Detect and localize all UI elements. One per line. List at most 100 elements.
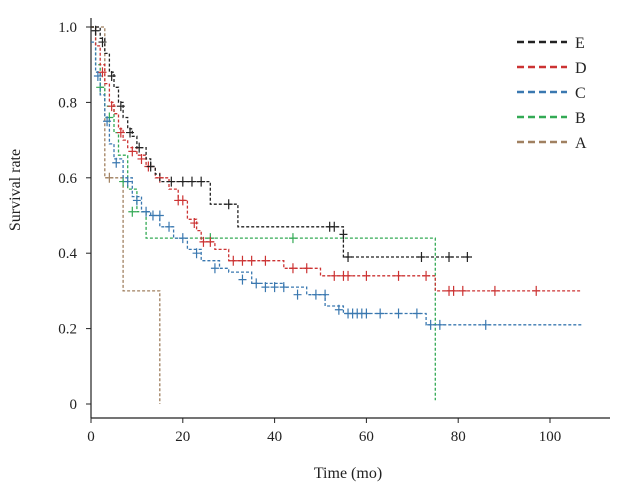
censor-mark-C — [334, 304, 343, 315]
censor-mark-E — [178, 176, 187, 187]
censor-mark-C — [293, 289, 302, 300]
series-D — [91, 26, 583, 296]
series-line-C — [91, 41, 583, 326]
x-ticks: 0 20 40 60 80 100 — [87, 418, 561, 445]
censor-mark-C — [362, 308, 371, 319]
censor-mark-D — [422, 270, 431, 281]
censor-mark-E — [98, 37, 107, 48]
censor-mark-C — [165, 221, 174, 232]
censor-mark-D — [362, 270, 371, 281]
censor-mark-E — [197, 176, 206, 187]
series-line-B — [91, 26, 436, 401]
censor-mark-D — [128, 146, 137, 157]
censor-mark-E — [463, 251, 472, 262]
censor-mark-E — [135, 142, 144, 153]
censor-mark-E — [116, 101, 125, 112]
censor-mark-C — [192, 248, 201, 259]
censor-mark-C — [148, 210, 157, 221]
censor-mark-D — [98, 67, 107, 78]
censor-mark-C — [376, 308, 385, 319]
censor-mark-E — [107, 71, 116, 82]
censor-mark-C — [210, 263, 219, 274]
x-tick-label: 60 — [359, 429, 374, 445]
censor-mark-C — [238, 274, 247, 285]
censor-mark-E — [187, 176, 196, 187]
censor-mark-C — [155, 210, 164, 221]
x-tick-label: 0 — [87, 429, 95, 445]
censor-mark-D — [532, 285, 541, 296]
censor-mark-D — [137, 153, 146, 164]
x-tick-label: 100 — [539, 429, 562, 445]
censor-mark-D — [199, 236, 208, 247]
y-tick-label: 1.0 — [58, 20, 77, 36]
censor-mark-D — [190, 218, 199, 229]
censor-mark-C — [252, 278, 261, 289]
series-C — [91, 41, 583, 330]
y-tick-label: 0 — [70, 397, 78, 413]
censor-mark-D — [178, 195, 187, 206]
censor-mark-C — [132, 195, 141, 206]
x-tick-label: 20 — [175, 429, 190, 445]
censor-mark-E — [224, 199, 233, 210]
censor-mark-C — [311, 289, 320, 300]
x-tick-label: 80 — [451, 429, 466, 445]
censor-mark-C — [481, 319, 490, 330]
censor-mark-C — [103, 116, 112, 127]
y-tick-label: 0.2 — [58, 322, 77, 338]
censor-mark-C — [93, 71, 102, 82]
censor-mark-C — [112, 157, 121, 168]
series-layer — [91, 25, 583, 404]
censor-mark-D — [344, 270, 353, 281]
x-tick-label: 40 — [267, 429, 282, 445]
x-axis-label: Time (mo) — [314, 465, 382, 482]
censor-mark-D — [107, 101, 116, 112]
censor-mark-D — [449, 285, 458, 296]
y-tick-label: 0.6 — [58, 171, 77, 187]
series-line-D — [91, 26, 583, 292]
legend-label-A: A — [575, 135, 587, 152]
censor-mark-D — [458, 285, 467, 296]
censor-mark-D — [261, 255, 270, 266]
legend-label-D: D — [575, 60, 587, 77]
series-B — [91, 26, 436, 401]
censor-mark-C — [321, 289, 330, 300]
censor-mark-D — [206, 236, 215, 247]
censor-mark-A — [105, 172, 114, 183]
censor-mark-D — [490, 285, 499, 296]
censor-mark-C — [270, 282, 279, 293]
y-tick-label: 0.4 — [58, 246, 77, 262]
censor-mark-D — [394, 270, 403, 281]
censor-mark-D — [229, 255, 238, 266]
axes — [90, 18, 610, 419]
y-ticks: 0 0.2 0.4 0.6 0.8 1.0 — [58, 20, 91, 413]
censor-mark-D — [330, 270, 339, 281]
censor-mark-D — [302, 263, 311, 274]
y-tick-label: 0.8 — [58, 95, 77, 111]
censor-mark-C — [123, 176, 132, 187]
censor-mark-E — [417, 251, 426, 262]
censor-mark-C — [279, 282, 288, 293]
legend-label-B: B — [575, 110, 586, 127]
censor-mark-C — [426, 319, 435, 330]
censor-mark-E — [91, 25, 100, 36]
censor-mark-E — [445, 251, 454, 262]
censor-mark-C — [178, 233, 187, 244]
censor-mark-E — [330, 221, 339, 232]
censor-mark-D — [247, 255, 256, 266]
censor-mark-E — [339, 229, 348, 240]
censor-mark-E — [126, 127, 135, 138]
legend-label-E: E — [575, 35, 585, 52]
censor-mark-B — [288, 233, 297, 244]
censor-mark-B — [128, 206, 137, 217]
censor-mark-E — [344, 251, 353, 262]
censor-mark-C — [435, 319, 444, 330]
censor-mark-C — [394, 308, 403, 319]
censor-mark-E — [146, 161, 155, 172]
censor-mark-D — [116, 127, 125, 138]
censor-mark-E — [167, 176, 176, 187]
censor-mark-C — [261, 282, 270, 293]
censor-mark-C — [142, 206, 151, 217]
censor-mark-D — [288, 263, 297, 274]
